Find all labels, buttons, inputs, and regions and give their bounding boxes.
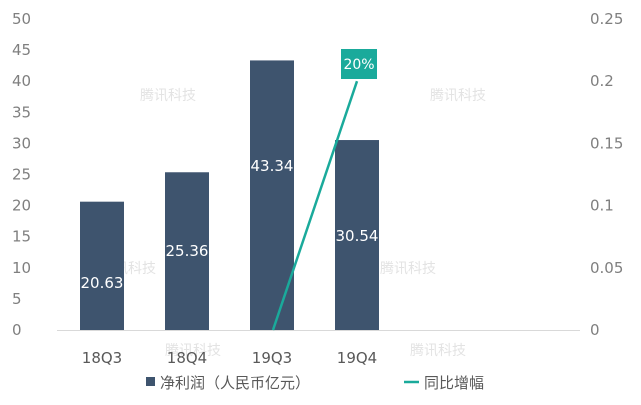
right-axis-tick-label: 0.1 xyxy=(590,197,614,215)
bar-data-label: 30.54 xyxy=(336,227,379,245)
legend-swatch-net-profit xyxy=(146,377,155,386)
growth-callout: 20% xyxy=(341,49,377,79)
bar-18Q3 xyxy=(80,201,124,330)
right-axis-tick-label: 0.25 xyxy=(590,10,623,28)
watermark-text: 腾讯科技 xyxy=(380,260,436,277)
bar-data-label: 25.36 xyxy=(166,242,209,260)
callout-box xyxy=(341,49,377,79)
right-axis-tick-label: 0.15 xyxy=(590,134,623,152)
callout-label: 20% xyxy=(343,57,374,73)
left-axis-tick-label: 0 xyxy=(12,321,22,339)
bar-data-labels: 20.63 25.36 43.34 30.54 xyxy=(81,157,379,292)
x-axis-tick-label: 19Q4 xyxy=(337,349,377,367)
x-axis-tick-label: 18Q4 xyxy=(167,349,207,367)
left-axis-tick-label: 20 xyxy=(12,197,31,215)
left-axis-tick-label: 35 xyxy=(12,103,31,121)
left-axis-tick-label: 45 xyxy=(12,41,31,59)
right-axis-ticks: 0 0.05 0.1 0.15 0.2 0.25 xyxy=(590,10,623,339)
left-axis-tick-label: 5 xyxy=(12,290,22,308)
legend-label-net-profit: 净利润（人民币亿元） xyxy=(160,374,310,392)
watermark-text: 腾讯科技 xyxy=(165,342,221,359)
left-axis-tick-label: 50 xyxy=(12,10,31,28)
left-axis-ticks: 0 5 10 15 20 25 30 35 40 45 50 xyxy=(12,10,31,339)
left-axis-tick-label: 40 xyxy=(12,72,31,90)
growth-line xyxy=(271,80,359,331)
bars xyxy=(80,60,379,330)
bar-18Q4 xyxy=(165,172,209,330)
left-axis-tick-label: 25 xyxy=(12,166,31,184)
watermark-text: 腾讯科技 xyxy=(430,87,486,104)
x-axis-ticks: 18Q3 18Q4 19Q3 19Q4 xyxy=(82,349,377,367)
watermark-text: 腾讯科技 xyxy=(410,342,466,359)
bar-19Q4 xyxy=(335,140,379,330)
left-axis-tick-label: 30 xyxy=(12,134,31,152)
x-axis-tick-label: 18Q3 xyxy=(82,349,122,367)
bar-19Q3 xyxy=(250,60,294,330)
legend-label-growth: 同比增幅 xyxy=(424,374,484,392)
right-axis-tick-label: 0 xyxy=(590,321,600,339)
left-axis-tick-label: 15 xyxy=(12,228,31,246)
watermark-text: 腾讯科技 xyxy=(140,87,196,104)
legend: 净利润（人民币亿元） 同比增幅 xyxy=(146,374,484,392)
right-axis-tick-label: 0.2 xyxy=(590,72,614,90)
x-axis-tick-label: 19Q3 xyxy=(252,349,292,367)
left-axis-tick-label: 10 xyxy=(12,259,31,277)
bar-data-label: 43.34 xyxy=(251,157,294,175)
bar-data-label: 20.63 xyxy=(81,274,124,292)
right-axis-tick-label: 0.05 xyxy=(590,259,623,277)
growth-line-layer xyxy=(271,80,359,331)
